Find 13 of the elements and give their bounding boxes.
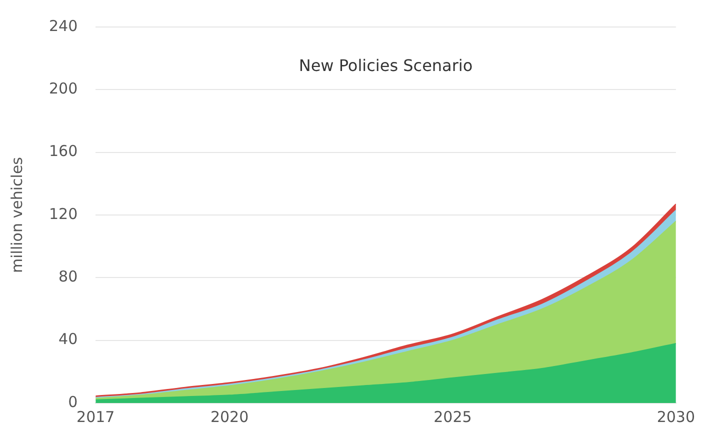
x-tick-label: 2020 bbox=[210, 408, 249, 426]
y-tick-label: 240 bbox=[48, 16, 78, 35]
x-tick-label: 2030 bbox=[656, 408, 696, 426]
y-tick-label: 200 bbox=[48, 80, 78, 98]
x-tick-label: 2025 bbox=[434, 408, 472, 426]
y-axis-title: million vehicles bbox=[8, 156, 26, 273]
y-tick-label: 120 bbox=[48, 204, 78, 223]
y-tick-label: 0 bbox=[68, 392, 78, 411]
y-tick-label: 40 bbox=[58, 330, 78, 348]
y-tick-label: 160 bbox=[48, 142, 78, 160]
x-tick-label: 2017 bbox=[76, 408, 115, 426]
text: New Policies Scenario bbox=[298, 56, 473, 76]
y-tick-label: 80 bbox=[58, 268, 78, 286]
